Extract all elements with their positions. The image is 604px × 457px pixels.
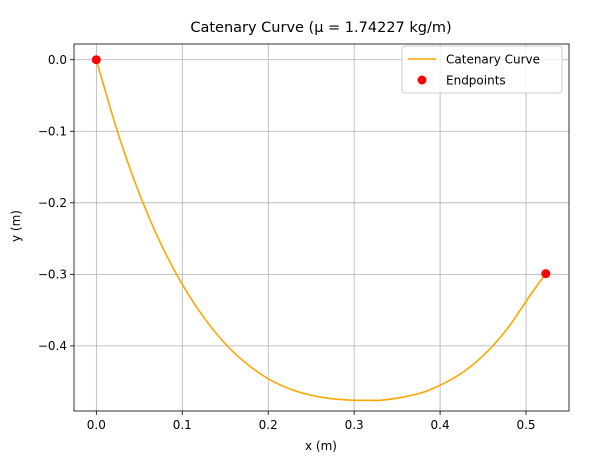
y-tick-label: −0.3	[38, 268, 67, 282]
legend-label-catenary: Catenary Curve	[446, 53, 540, 67]
endpoint-marker	[91, 55, 101, 65]
y-tick-label: −0.1	[38, 125, 67, 139]
x-tick-label: 0.5	[516, 418, 535, 432]
x-tick-label: 0.3	[345, 418, 364, 432]
plot-frame	[73, 43, 570, 412]
legend-box	[401, 45, 563, 94]
legend-marker-swatch	[417, 75, 427, 85]
plot-series	[91, 55, 551, 402]
chart-title: Catenary Curve (μ = 1.74227 kg/m)	[190, 20, 451, 36]
y-tick-label: −0.4	[38, 339, 67, 353]
catenary-curve-line	[95, 59, 547, 402]
y-axis-label: y (m)	[9, 210, 23, 242]
x-axis-label: x (m)	[305, 439, 337, 453]
x-tick-label: 0.0	[87, 418, 106, 432]
y-tick-label: 0.0	[48, 53, 67, 67]
x-tick-label: 0.1	[173, 418, 192, 432]
x-tick-label: 0.4	[431, 418, 450, 432]
grid-lines	[74, 44, 569, 411]
x-tick-label: 0.2	[259, 418, 278, 432]
endpoint-marker	[541, 269, 551, 279]
legend: Catenary Curve Endpoints	[401, 45, 563, 94]
axis-ticks: 0.0 0.1 0.2 0.3 0.4 0.5 0.0 −0.1 −0.2 −0.3 −0.4	[38, 53, 536, 432]
y-tick-label: −0.2	[38, 196, 67, 210]
legend-label-endpoints: Endpoints	[446, 74, 506, 88]
